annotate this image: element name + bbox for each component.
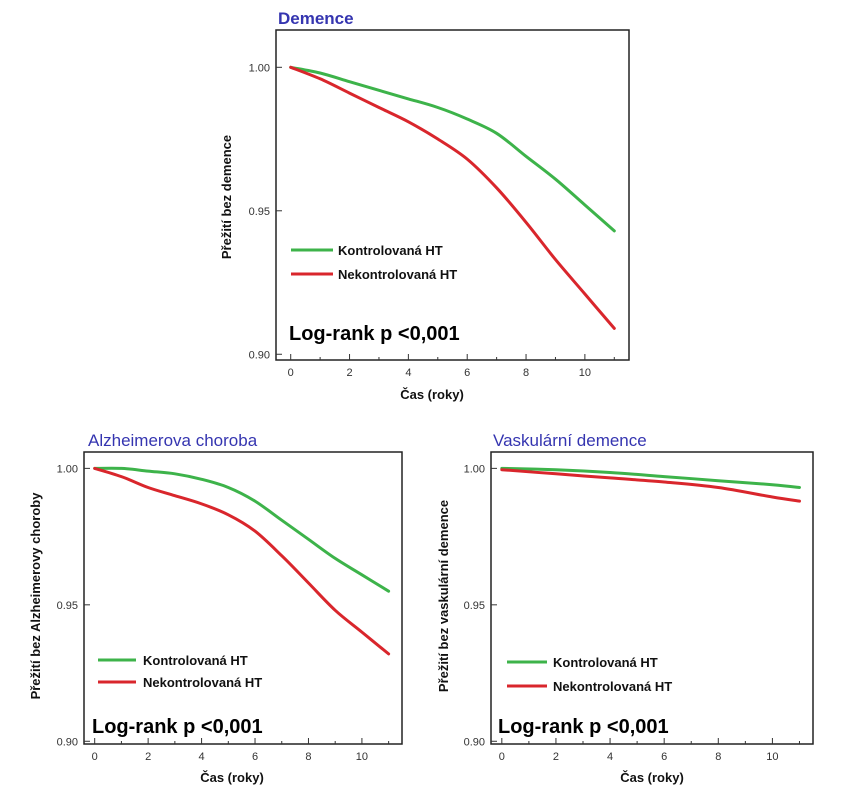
x-tick-label: 4	[607, 751, 613, 763]
series-line-nekontrolovana	[93, 466, 391, 656]
x-tick-label: 10	[766, 751, 778, 763]
series-line-nekontrolovana	[500, 468, 801, 503]
legend: Kontrolovaná HT Nekontrolovaná HT	[98, 653, 262, 690]
logrank-annotation: Log-rank p <0,001	[92, 716, 263, 738]
x-tick-label: 0	[92, 751, 98, 763]
plot-frame	[275, 29, 630, 361]
axis-ticks: 0 2 4 6 8 10 0.90 0.95 1.00	[464, 463, 800, 763]
x-tick-label: 6	[661, 751, 667, 763]
legend-label-kontrolovana: Kontrolovaná HT	[143, 653, 248, 668]
x-tick-label: 4	[199, 751, 205, 763]
x-tick-label: 8	[305, 751, 311, 763]
x-tick-label: 0	[499, 751, 505, 763]
legend-label-kontrolovana: Kontrolovaná HT	[553, 655, 658, 670]
x-tick-label: 6	[252, 751, 258, 763]
x-tick-label: 2	[346, 367, 352, 379]
legend-label-nekontrolovana: Nekontrolovaná HT	[553, 679, 672, 694]
x-axis-label: Čas (roky)	[400, 387, 464, 402]
x-tick-label: 2	[145, 751, 151, 763]
x-tick-label: 8	[523, 367, 529, 379]
x-tick-label: 4	[405, 367, 411, 379]
y-tick-label: 0.95	[464, 600, 485, 612]
y-tick-label: 1.00	[249, 62, 270, 74]
x-tick-label: 6	[464, 367, 470, 379]
plot-frame	[83, 451, 403, 745]
series-line-kontrolovana	[93, 466, 391, 593]
logrank-annotation: Log-rank p <0,001	[289, 323, 460, 345]
y-axis-label: Přežití bez demence	[219, 135, 234, 259]
y-tick-label: 0.95	[249, 206, 270, 218]
y-axis-label: Přežití bez vaskulární demence	[436, 500, 451, 692]
legend: Kontrolovaná HT Nekontrolovaná HT	[507, 655, 672, 694]
y-tick-label: 0.90	[249, 349, 270, 361]
y-tick-label: 0.95	[57, 600, 78, 612]
legend: Kontrolovaná HT Nekontrolovaná HT	[291, 243, 457, 282]
chart-title: Alzheimerova choroba	[88, 431, 258, 450]
x-tick-label: 10	[579, 367, 591, 379]
y-tick-label: 1.00	[464, 463, 485, 475]
x-axis-label: Čas (roky)	[200, 770, 264, 785]
chart-title: Vaskulární demence	[493, 431, 647, 450]
plot-frame	[490, 451, 814, 745]
curves	[500, 466, 801, 503]
series-line-nekontrolovana	[289, 65, 616, 330]
x-tick-label: 8	[715, 751, 721, 763]
curves	[289, 65, 616, 330]
series-line-kontrolovana	[289, 65, 616, 233]
y-tick-label: 0.90	[464, 736, 485, 748]
x-tick-label: 10	[356, 751, 368, 763]
y-tick-label: 1.00	[57, 463, 78, 475]
y-axis-label: Přežití bez Alzheimerovy choroby	[28, 492, 43, 700]
legend-label-nekontrolovana: Nekontrolovaná HT	[338, 267, 457, 282]
series-line-kontrolovana	[500, 466, 801, 489]
panel-demence: Demence 0 2 4 6 8 10 0.90 0.95 1.00 Přežití bez …	[219, 9, 630, 402]
x-tick-label: 2	[553, 751, 559, 763]
legend-label-nekontrolovana: Nekontrolovaná HT	[143, 675, 262, 690]
legend-label-kontrolovana: Kontrolovaná HT	[338, 243, 443, 258]
panel-vaskularni-demence: Vaskulární demence 0 2 4 6 8 10 0.90 0.95 1.00 P…	[436, 431, 814, 785]
y-tick-label: 0.90	[57, 736, 78, 748]
x-tick-label: 0	[288, 367, 294, 379]
panel-alzheimerova-choroba: Alzheimerova choroba 0 2 4 6 8 10 0.90 0.95 1.00…	[28, 431, 403, 785]
logrank-annotation: Log-rank p <0,001	[498, 716, 669, 738]
axis-ticks: 0 2 4 6 8 10 0.90 0.95 1.00	[249, 62, 615, 379]
x-axis-label: Čas (roky)	[620, 770, 684, 785]
chart-title: Demence	[278, 9, 354, 28]
curves	[93, 466, 391, 656]
axis-ticks: 0 2 4 6 8 10 0.90 0.95 1.00	[57, 463, 390, 763]
